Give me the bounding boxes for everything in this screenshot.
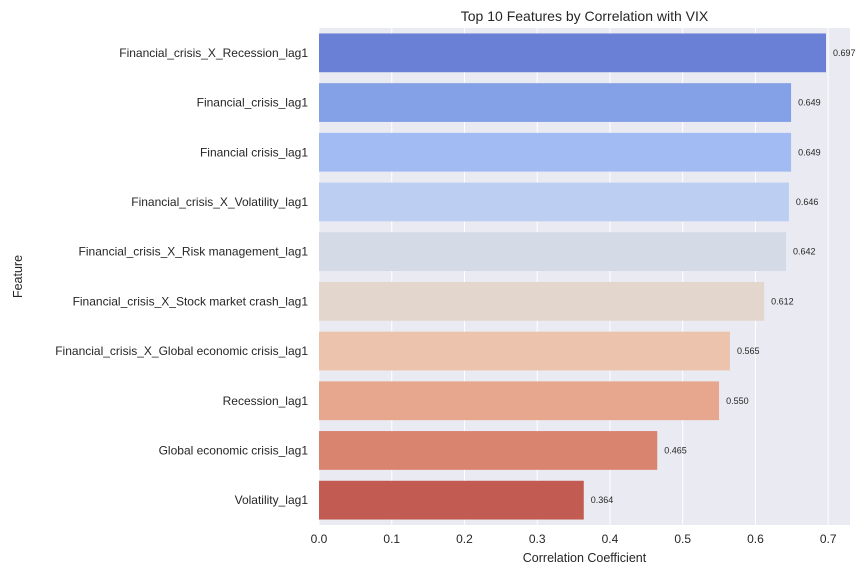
bars bbox=[319, 33, 826, 520]
data-label: 0.550 bbox=[726, 396, 749, 406]
y-tick-label: Financial_crisis_X_Stock market crash_la… bbox=[73, 294, 309, 308]
y-tick-labels: Financial_crisis_X_Recession_lag1 Financi… bbox=[55, 46, 308, 507]
x-tick-label: 0.4 bbox=[602, 532, 619, 546]
bar bbox=[319, 232, 786, 272]
x-tick-label: 0.0 bbox=[311, 532, 328, 546]
y-tick-label: Financial_crisis_X_Recession_lag1 bbox=[119, 46, 308, 60]
bar bbox=[319, 281, 765, 321]
bar bbox=[319, 381, 720, 421]
bar bbox=[319, 331, 730, 371]
data-label: 0.649 bbox=[798, 98, 821, 108]
y-tick-label: Financial_crisis_X_Risk management_lag1 bbox=[79, 245, 309, 259]
bar bbox=[319, 480, 584, 520]
x-axis-label: Correlation Coefficient bbox=[523, 551, 647, 565]
data-label: 0.646 bbox=[796, 197, 819, 207]
bar bbox=[319, 83, 792, 122]
y-tick-label: Recession_lag1 bbox=[223, 394, 309, 408]
x-tick-label: 0.3 bbox=[529, 532, 546, 546]
y-tick-label: Financial_crisis_X_Global economic crisi… bbox=[55, 344, 308, 358]
x-tick-label: 0.7 bbox=[820, 532, 837, 546]
data-labels: 0.697 0.649 0.649 0.646 0.642 0.612 0.565 0.550… bbox=[591, 48, 856, 505]
y-tick-label: Volatility_lag1 bbox=[235, 493, 309, 507]
data-label: 0.612 bbox=[771, 296, 794, 306]
x-tick-label: 0.2 bbox=[456, 532, 473, 546]
bar bbox=[319, 431, 658, 470]
x-tick-label: 0.6 bbox=[747, 532, 764, 546]
y-axis-label: Feature bbox=[11, 255, 25, 298]
data-label: 0.649 bbox=[798, 147, 821, 157]
data-label: 0.642 bbox=[793, 247, 816, 257]
chart-title: Top 10 Features by Correlation with VIX bbox=[461, 8, 709, 24]
x-tick-label: 0.1 bbox=[383, 532, 400, 546]
bar bbox=[319, 33, 826, 73]
y-tick-label: Financial crisis_lag1 bbox=[200, 145, 308, 159]
bar bbox=[319, 182, 789, 222]
data-label: 0.465 bbox=[664, 445, 687, 455]
x-tick-label: 0.5 bbox=[674, 532, 691, 546]
data-label: 0.697 bbox=[833, 48, 856, 58]
x-tick-labels: 0.0 0.1 0.2 0.3 0.4 0.5 0.6 0.7 bbox=[311, 532, 837, 546]
data-label: 0.565 bbox=[737, 346, 760, 356]
bar bbox=[319, 132, 792, 172]
data-label: 0.364 bbox=[591, 495, 614, 505]
y-tick-label: Financial_crisis_X_Volatility_lag1 bbox=[131, 195, 308, 209]
y-tick-label: Financial_crisis_lag1 bbox=[197, 96, 309, 110]
y-tick-label: Global economic crisis_lag1 bbox=[159, 443, 309, 457]
